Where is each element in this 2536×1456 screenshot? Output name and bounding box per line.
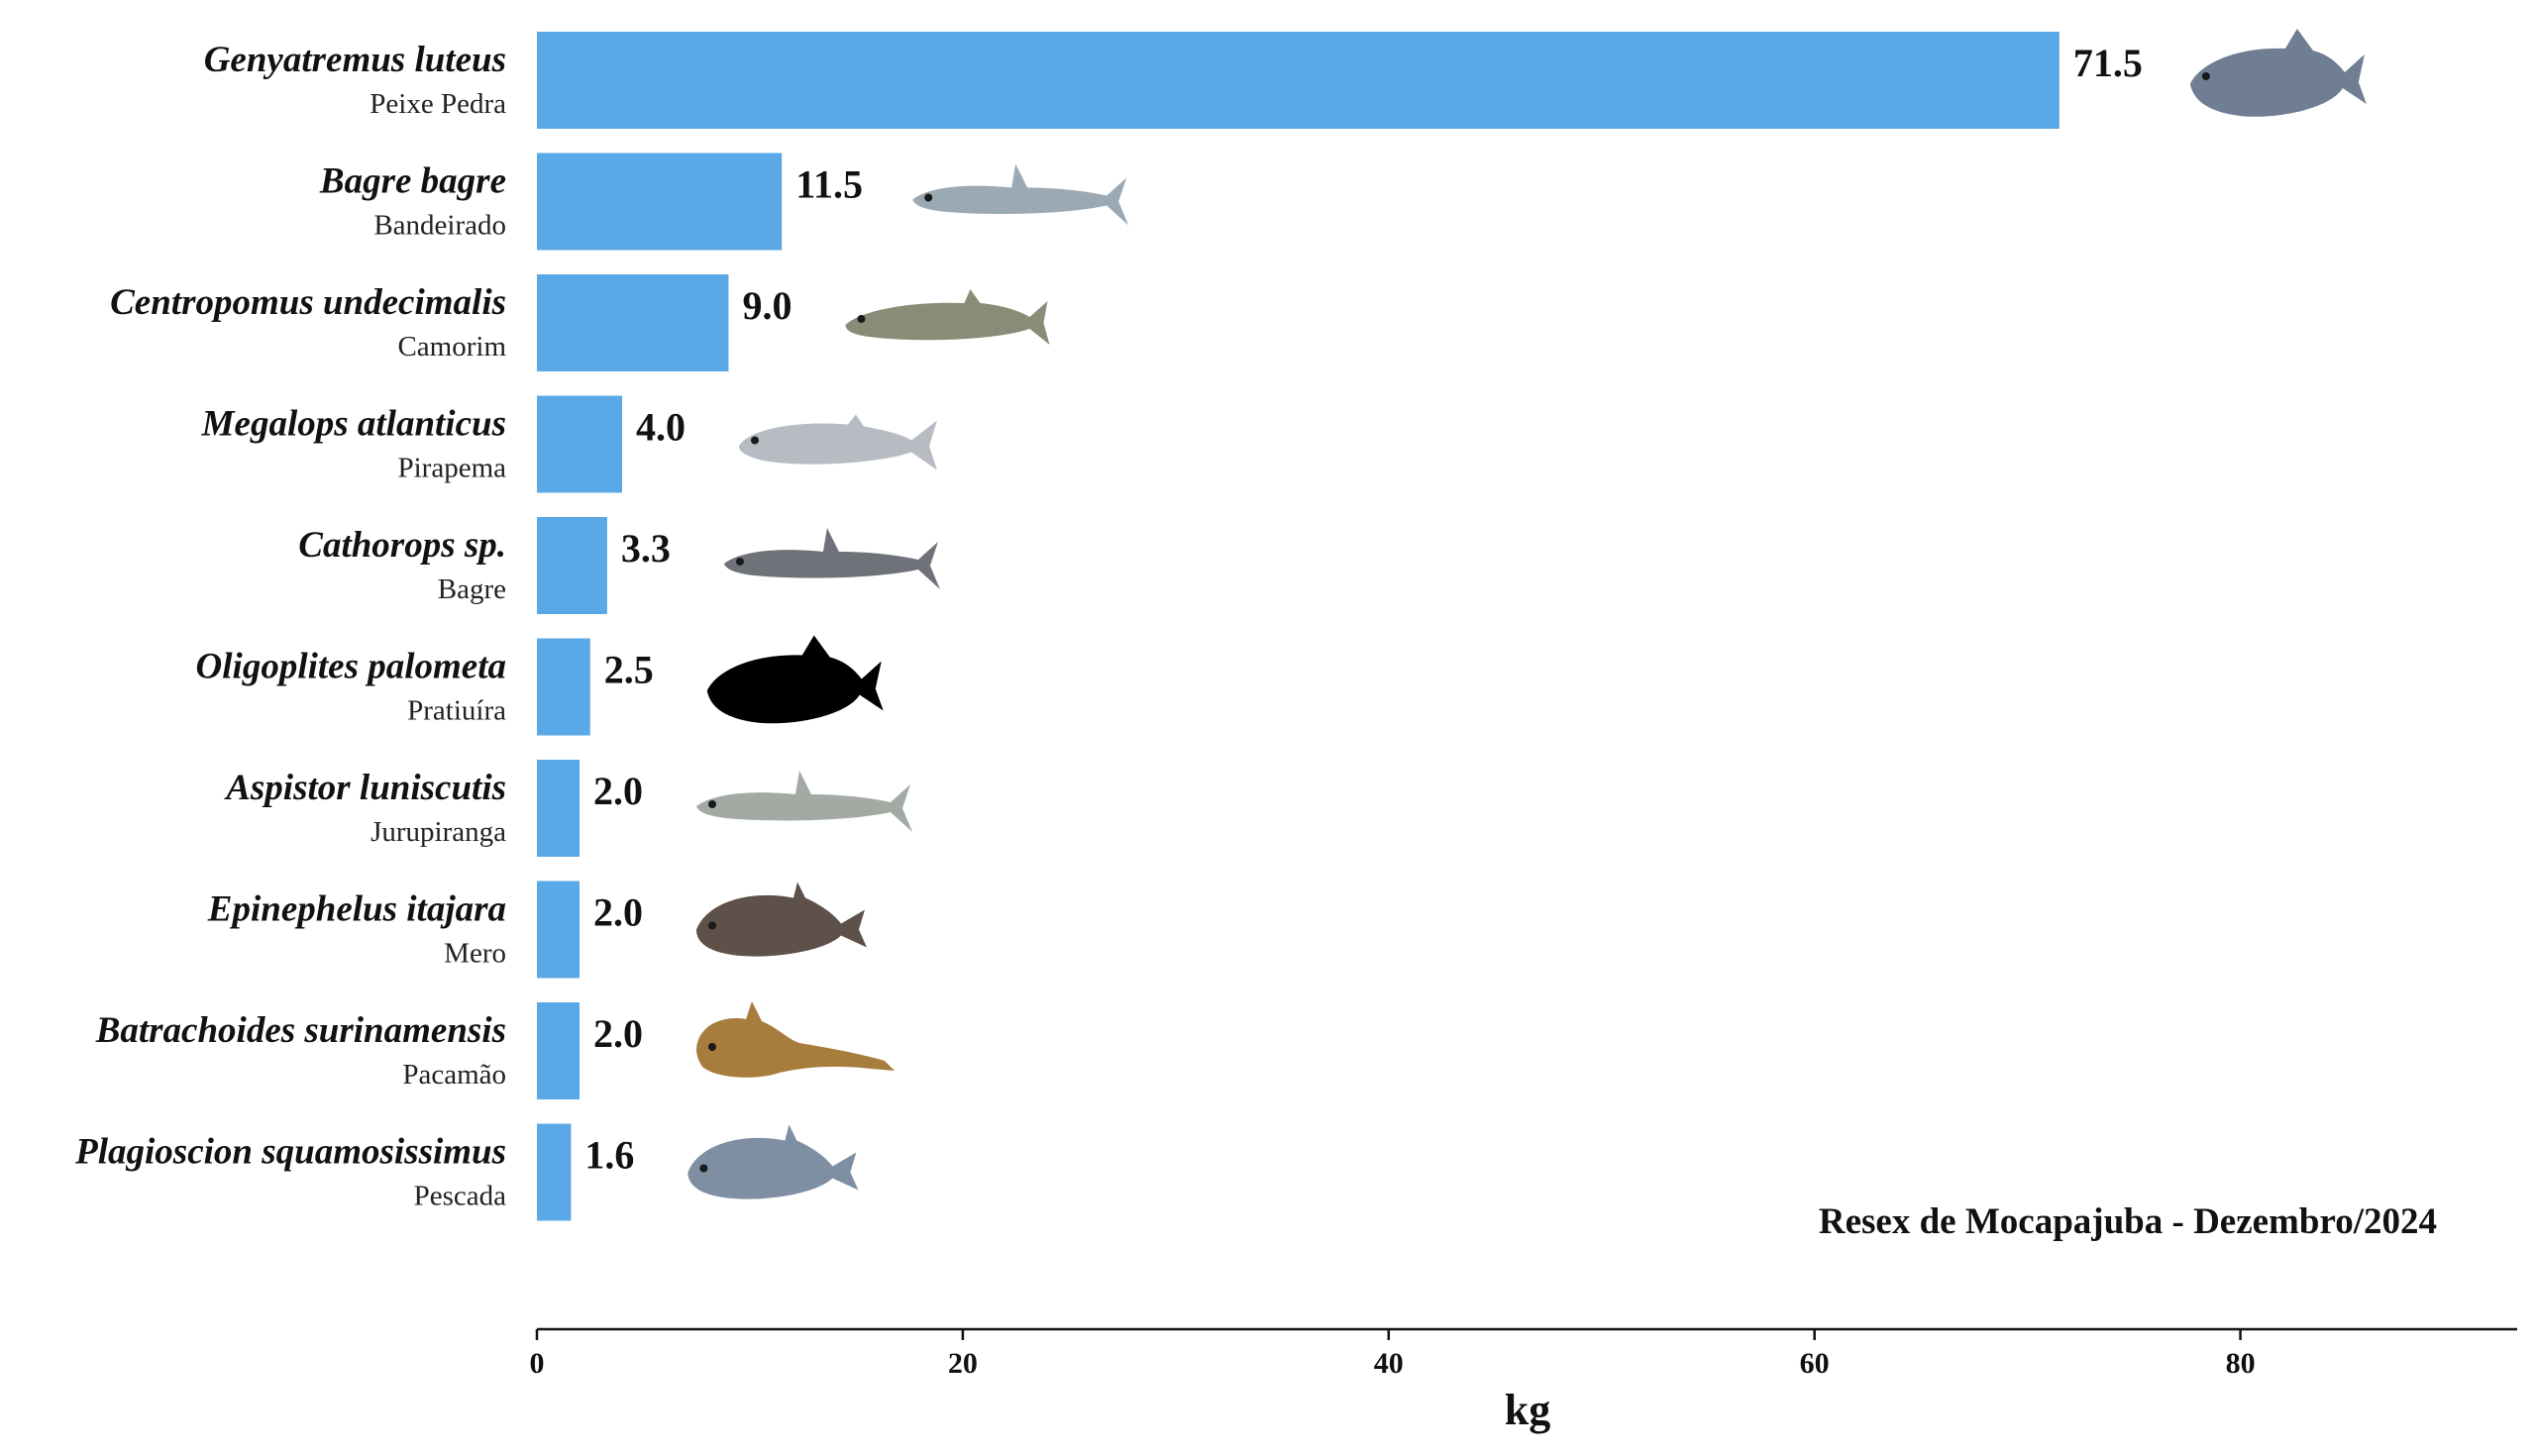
fish-icon-mero-shape — [695, 882, 867, 957]
common-name-label: Pirapema — [397, 453, 506, 484]
bars-group — [537, 32, 2060, 1221]
common-name-label: Pacamão — [402, 1059, 506, 1091]
x-tick-label: 0 — [530, 1347, 545, 1380]
scientific-name-label: Epinephelus itajara — [207, 889, 506, 930]
fish-icon-mero-eye — [707, 921, 716, 930]
value-label: 2.0 — [593, 769, 643, 813]
fish-icon-pescada-eye — [699, 1164, 708, 1173]
x-tick-label: 80 — [2226, 1347, 2256, 1380]
common-name-label: Jurupiranga — [370, 816, 506, 848]
bar-7 — [537, 760, 580, 857]
value-label: 4.0 — [636, 405, 686, 450]
common-name-label: Peixe Pedra — [370, 88, 506, 120]
fish-icon-bagre — [723, 528, 940, 589]
scientific-name-label: Aspistor luniscutis — [224, 768, 506, 808]
value-label: 2.0 — [593, 1011, 643, 1056]
fish-icon-pratiuira-shape — [706, 635, 884, 724]
bar-4 — [537, 395, 622, 493]
fish-icon-pacamao — [695, 1001, 895, 1078]
fish-icon-camorim-eye — [857, 315, 866, 323]
fish-icon-camorim — [845, 289, 1050, 345]
fish-icon-pratiuira-eye — [718, 678, 727, 687]
bar-1 — [537, 32, 2060, 129]
fish-icon-camorim-shape — [845, 289, 1050, 345]
scientific-name-label: Megalops atlanticus — [201, 404, 506, 445]
bar-6 — [537, 638, 590, 736]
fish-icon-pirapema — [738, 414, 937, 470]
bar-9 — [537, 1002, 580, 1099]
scientific-name-label: Plagioscion squamosissimus — [74, 1132, 506, 1173]
fish-icon-pirapema-shape — [738, 414, 937, 470]
fish-icons-group — [687, 29, 2367, 1199]
fish-icon-bandeirado — [912, 163, 1129, 226]
scientific-name-label: Cathorops sp. — [298, 525, 506, 566]
scientific-name-label: Centropomus undecimalis — [110, 282, 506, 323]
fish-icon-pescada — [687, 1124, 859, 1199]
fish-icon-bagre-shape — [723, 528, 940, 589]
fish-icon-peixe-pedra — [2189, 29, 2367, 117]
value-label: 9.0 — [742, 283, 792, 328]
fish-icon-mero — [695, 882, 867, 957]
value-label: 2.0 — [593, 890, 643, 935]
value-label: 2.5 — [604, 648, 654, 692]
scientific-name-label: Oligoplites palometa — [196, 647, 506, 687]
bar-10 — [537, 1123, 572, 1221]
value-label: 71.5 — [2073, 41, 2143, 85]
scientific-name-label: Bagre bagre — [319, 161, 506, 202]
bar-8 — [537, 881, 580, 979]
fish-icon-pacamao-shape — [695, 1001, 895, 1078]
scientific-name-label: Batrachoides surinamensis — [95, 1010, 506, 1051]
category-labels-group: Genyatremus luteus Peixe Pedra Bagre bagre… — [74, 40, 506, 1212]
chart-annotation: Resex de Mocapajuba - Dezembro/2024 — [1819, 1201, 2437, 1242]
common-name-label: Camorim — [397, 331, 506, 363]
common-name-label: Mero — [444, 938, 506, 970]
x-axis: 0 20 40 60 80 — [530, 1327, 2517, 1380]
fish-icon-peixe-pedra-eye — [2201, 72, 2210, 80]
common-name-label: Bagre — [438, 573, 506, 605]
scientific-name-label: Genyatremus luteus — [204, 40, 506, 80]
value-label: 1.6 — [584, 1133, 634, 1178]
common-name-label: Pratiuíra — [407, 695, 506, 727]
fish-icon-peixe-pedra-shape — [2189, 29, 2367, 117]
common-name-label: Pescada — [414, 1181, 507, 1212]
fish-icon-pacamao-eye — [707, 1043, 716, 1051]
fish-icon-pratiuira — [706, 635, 884, 724]
fish-icon-bandeirado-eye — [924, 193, 933, 202]
fish-icon-pescada-shape — [687, 1124, 859, 1199]
common-name-label: Bandeirado — [373, 210, 506, 242]
value-label: 3.3 — [621, 526, 671, 571]
bar-3 — [537, 274, 729, 371]
fish-icon-jurupiranga — [695, 771, 912, 832]
bar-2 — [537, 153, 783, 251]
fish-icon-jurupiranga-eye — [707, 800, 716, 808]
bar-5 — [537, 517, 607, 614]
value-labels-group: 71.5 11.5 9.0 4.0 3.3 2.5 2.0 2.0 2.0 1.6 — [584, 41, 2142, 1178]
fish-icon-bagre-eye — [735, 558, 744, 566]
fish-icon-bandeirado-shape — [912, 163, 1129, 226]
fish-icon-pirapema-eye — [750, 436, 759, 445]
value-label: 11.5 — [795, 162, 863, 207]
fish-icon-jurupiranga-shape — [695, 771, 912, 832]
x-tick-label: 60 — [1800, 1347, 1830, 1380]
x-axis-title: kg — [1505, 1386, 1550, 1434]
x-tick-label: 40 — [1374, 1347, 1404, 1380]
x-tick-label: 20 — [948, 1347, 978, 1380]
